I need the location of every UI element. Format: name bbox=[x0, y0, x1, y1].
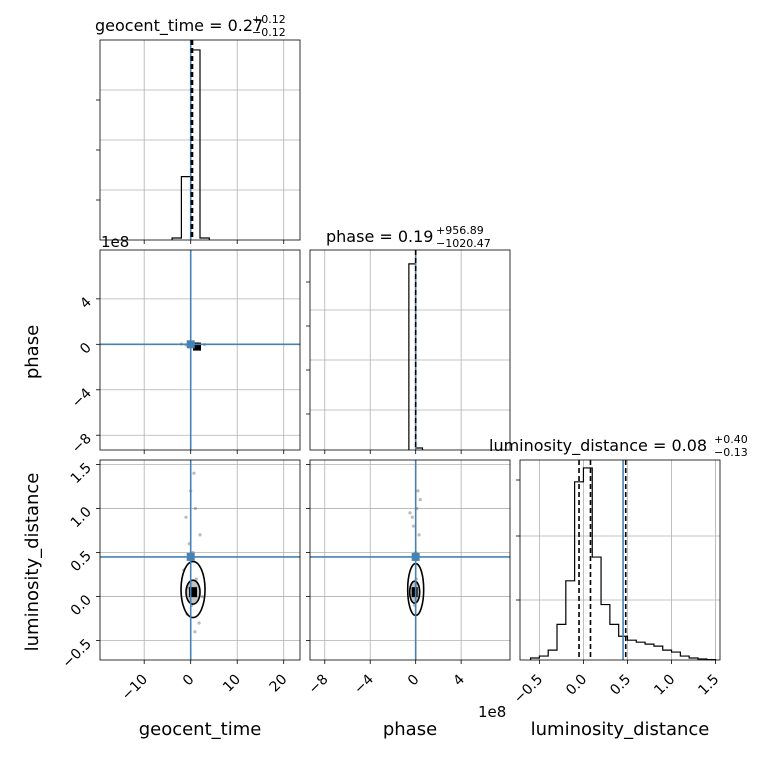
hist-luminosity-distance-bin-7 bbox=[592, 557, 601, 660]
phase-ld-xtick-label-2: 0 bbox=[405, 672, 423, 690]
truth-marker-phase-ld bbox=[411, 552, 420, 561]
phase-ld-xtick-label-0: −8 bbox=[306, 672, 332, 698]
offset-text-phase-y: 1e8 bbox=[101, 233, 129, 251]
point-phase-ld-1 bbox=[410, 515, 414, 519]
xlabel-geocent-time: geocent_time bbox=[139, 719, 262, 740]
ld-hist-xtick-label-3: 1.0 bbox=[651, 672, 678, 699]
hist-phase-bin-0 bbox=[409, 264, 416, 450]
ld-hist-xtick-label-1: 0.0 bbox=[563, 672, 590, 699]
gt-phase-ytick-label-2: 0 bbox=[77, 340, 95, 358]
hist-luminosity-distance-bin-15 bbox=[663, 650, 672, 660]
point-phase-ld-6 bbox=[408, 511, 412, 515]
density-core-gt-ld bbox=[189, 587, 198, 598]
ylabel-luminosity-distance: luminosity_distance bbox=[22, 473, 43, 652]
phase-ld-xtick-label-1: −4 bbox=[351, 671, 377, 697]
frame-gt-phase bbox=[99, 249, 301, 451]
hist-luminosity-distance-bin-8 bbox=[601, 605, 610, 660]
title-geocent-time-sub: −0.12 bbox=[252, 26, 286, 39]
gt-ld-ytick-label-4: 1.5 bbox=[68, 460, 95, 487]
title-geocent-time: geocent_time = 0.27 bbox=[95, 16, 263, 36]
hist-luminosity-distance-bin-14 bbox=[654, 646, 663, 660]
truth-marker-gt-phase bbox=[186, 340, 195, 349]
xlabel-luminosity-distance: luminosity_distance bbox=[531, 719, 710, 740]
hist-luminosity-distance-bin-4 bbox=[566, 581, 575, 660]
hist-luminosity-distance-bin-11 bbox=[627, 640, 636, 660]
point-gt-ld-6 bbox=[194, 577, 198, 581]
gt-ld-ytick-label-0: −0.5 bbox=[59, 636, 94, 671]
title-geocent-time-sup: +0.12 bbox=[252, 13, 286, 26]
truth-marker-gt-ld bbox=[186, 552, 195, 561]
gt-phase-ytick-label-3: 4 bbox=[77, 294, 95, 312]
gt-ld-ytick-label-1: 0.0 bbox=[68, 592, 95, 619]
gt-ld-xtick-label-2: 10 bbox=[220, 672, 244, 696]
frame-geocent-hist bbox=[99, 39, 301, 241]
point-phase-ld-2 bbox=[418, 498, 422, 502]
point-gt-ld-14 bbox=[193, 630, 197, 634]
frame-phase-ld bbox=[309, 459, 511, 661]
gt-phase-ytick-label-0: −8 bbox=[69, 431, 95, 457]
gt-ld-ytick-label-2: 0.5 bbox=[68, 548, 95, 575]
hist-luminosity-distance-bin-16 bbox=[672, 652, 681, 660]
hist-luminosity-distance-bin-17 bbox=[680, 656, 689, 660]
gt-ld-xtick-label-1: 0 bbox=[180, 672, 198, 690]
ld-hist-xtick-label-0: −0.5 bbox=[511, 672, 546, 707]
title-luminosity-distance: luminosity_distance = 0.08 bbox=[489, 436, 707, 456]
gt-phase-ytick-label-1: −4 bbox=[69, 385, 95, 411]
point-gt-ld-12 bbox=[192, 471, 196, 475]
hist-geocent-time-bin-1 bbox=[181, 177, 190, 240]
point-phase-ld-7 bbox=[417, 533, 421, 537]
frame-gt-ld bbox=[99, 459, 301, 661]
ylabel-phase: phase bbox=[22, 325, 43, 379]
frame-phase-hist bbox=[309, 249, 511, 451]
gt-ld-xtick-label-0: −10 bbox=[119, 672, 151, 704]
title-phase-sub: −1020.47 bbox=[436, 237, 491, 250]
phase-ld-xtick-label-3: 4 bbox=[450, 671, 468, 689]
title-luminosity-distance-sup: +0.40 bbox=[714, 433, 748, 446]
density-core-phase-ld bbox=[411, 587, 418, 598]
ld-hist-xtick-label-4: 1.5 bbox=[695, 672, 722, 699]
hist-luminosity-distance-bin-2 bbox=[548, 650, 557, 660]
xlabel-phase: phase bbox=[383, 719, 437, 740]
title-luminosity-distance-sub: −0.13 bbox=[714, 446, 748, 459]
title-phase-sup: +956.89 bbox=[436, 224, 484, 237]
point-gt-ld-1 bbox=[193, 506, 197, 511]
gt-ld-ytick-label-3: 1.0 bbox=[68, 504, 95, 531]
gt-ld-xtick-label-3: 20 bbox=[267, 672, 291, 696]
hist-luminosity-distance-bin-1 bbox=[539, 656, 548, 660]
point-gt-ld-11 bbox=[197, 621, 201, 625]
contour-outer-gt-ld bbox=[180, 560, 206, 619]
frame-ld-hist bbox=[519, 459, 721, 661]
point-gt-ld-8 bbox=[200, 594, 204, 599]
offset-text-phase-x: 1e8 bbox=[478, 703, 506, 721]
title-phase: phase = 0.19 bbox=[326, 227, 433, 246]
density-core-gt-phase bbox=[193, 342, 202, 351]
point-phase-ld-4 bbox=[416, 489, 420, 493]
plot-layer: −8 −4 0 4 −10 0 10 20 −0.5 0.0 0.5 1.0 1.5 −8 −4 0 4 −0.5… bbox=[59, 39, 722, 707]
point-gt-ld-3 bbox=[198, 533, 202, 537]
hist-luminosity-distance-bin-9 bbox=[610, 624, 619, 660]
ld-hist-xtick-label-2: 0.5 bbox=[607, 672, 634, 699]
hist-luminosity-distance-bin-12 bbox=[636, 642, 645, 660]
point-phase-ld-3 bbox=[411, 524, 416, 528]
hist-luminosity-distance-bin-13 bbox=[645, 644, 654, 660]
point-gt-ld-2 bbox=[184, 515, 188, 519]
hist-luminosity-distance-bin-3 bbox=[557, 624, 566, 660]
